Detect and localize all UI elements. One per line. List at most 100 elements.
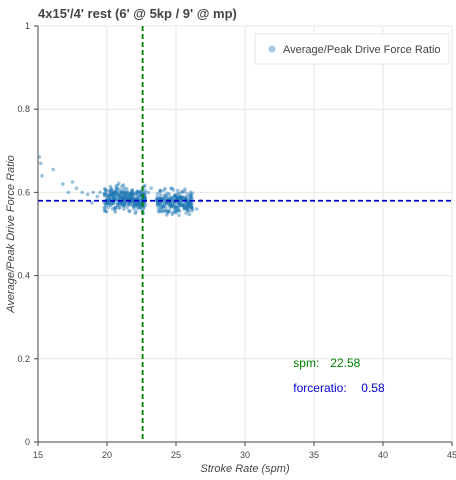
data-point xyxy=(181,203,185,208)
data-point xyxy=(180,203,185,207)
data-point xyxy=(176,188,180,193)
data-point xyxy=(173,209,178,213)
data-point xyxy=(174,195,179,200)
data-point xyxy=(66,190,71,195)
data-point xyxy=(126,202,131,207)
data-point xyxy=(169,204,174,209)
y-tick-label: 0.8 xyxy=(17,104,30,114)
data-point xyxy=(157,209,161,213)
data-point xyxy=(176,196,180,201)
spm-annotation-label: spm: xyxy=(293,356,319,370)
data-point xyxy=(114,186,118,191)
data-point xyxy=(103,186,107,191)
data-point xyxy=(168,203,173,207)
data-point xyxy=(155,198,159,203)
data-point xyxy=(124,186,129,191)
legend[interactable]: Average/Peak Drive Force Ratio xyxy=(254,33,450,65)
data-point xyxy=(127,193,131,198)
data-point xyxy=(168,204,172,208)
data-point xyxy=(104,188,108,193)
data-point xyxy=(116,193,121,197)
data-point xyxy=(189,195,194,200)
data-point xyxy=(177,201,181,205)
data-point xyxy=(160,209,165,214)
data-point xyxy=(131,199,135,204)
data-point xyxy=(120,195,124,199)
data-point xyxy=(158,189,162,194)
data-point xyxy=(74,186,79,190)
data-point xyxy=(112,205,117,210)
data-point xyxy=(107,196,112,200)
data-point xyxy=(162,204,166,209)
data-point xyxy=(105,201,110,206)
data-point xyxy=(131,194,136,199)
data-point xyxy=(109,188,114,192)
data-point xyxy=(106,205,110,209)
data-point xyxy=(114,184,118,188)
data-point xyxy=(122,195,127,199)
data-point xyxy=(106,193,110,198)
data-point xyxy=(135,194,140,199)
data-point xyxy=(171,196,175,200)
data-point xyxy=(119,191,124,196)
forceratio-annotation-label: forceratio: xyxy=(293,381,346,395)
data-point xyxy=(189,203,194,207)
data-point xyxy=(103,203,108,208)
legend-entry: Average/Peak Drive Force Ratio xyxy=(283,44,441,56)
data-point xyxy=(129,196,133,201)
data-point xyxy=(135,202,139,206)
data-point xyxy=(180,189,185,194)
data-point xyxy=(177,195,181,199)
data-point xyxy=(113,208,117,212)
data-point xyxy=(179,195,184,199)
data-point xyxy=(127,191,131,196)
data-point xyxy=(109,202,114,207)
data-point xyxy=(171,201,175,205)
data-point xyxy=(158,196,162,201)
data-point xyxy=(107,193,111,198)
data-point xyxy=(118,187,122,191)
data-point xyxy=(188,201,192,205)
data-point xyxy=(128,203,132,207)
data-point xyxy=(173,194,178,198)
data-point xyxy=(159,205,163,210)
data-point xyxy=(114,194,119,198)
data-point xyxy=(161,204,166,209)
data-point xyxy=(169,195,173,200)
data-point xyxy=(188,190,193,195)
data-point xyxy=(131,204,136,208)
data-point xyxy=(123,192,128,197)
data-point xyxy=(108,189,112,193)
data-point xyxy=(163,186,167,191)
x-tick-label: 20 xyxy=(102,450,112,460)
data-point xyxy=(111,201,115,205)
data-point xyxy=(163,200,167,205)
data-point xyxy=(61,182,65,186)
data-point xyxy=(163,209,168,213)
data-point xyxy=(181,201,185,206)
data-point xyxy=(187,199,191,203)
data-point xyxy=(162,196,167,200)
data-point xyxy=(183,202,188,207)
data-point xyxy=(155,192,160,196)
data-point xyxy=(177,191,182,196)
data-point xyxy=(125,189,130,194)
data-point xyxy=(112,192,117,197)
data-point xyxy=(110,192,115,196)
data-point xyxy=(169,196,174,200)
data-point xyxy=(177,195,182,199)
data-point xyxy=(189,205,193,210)
data-point xyxy=(186,202,190,207)
data-point xyxy=(104,189,109,193)
data-point xyxy=(182,195,187,199)
data-point xyxy=(113,190,117,194)
data-point xyxy=(161,208,165,212)
data-point xyxy=(142,196,147,200)
data-point xyxy=(190,197,194,201)
data-point xyxy=(178,209,182,213)
data-point xyxy=(108,194,112,198)
data-point xyxy=(112,189,116,194)
data-point xyxy=(165,191,170,196)
data-point xyxy=(177,201,181,206)
data-point xyxy=(167,209,171,213)
